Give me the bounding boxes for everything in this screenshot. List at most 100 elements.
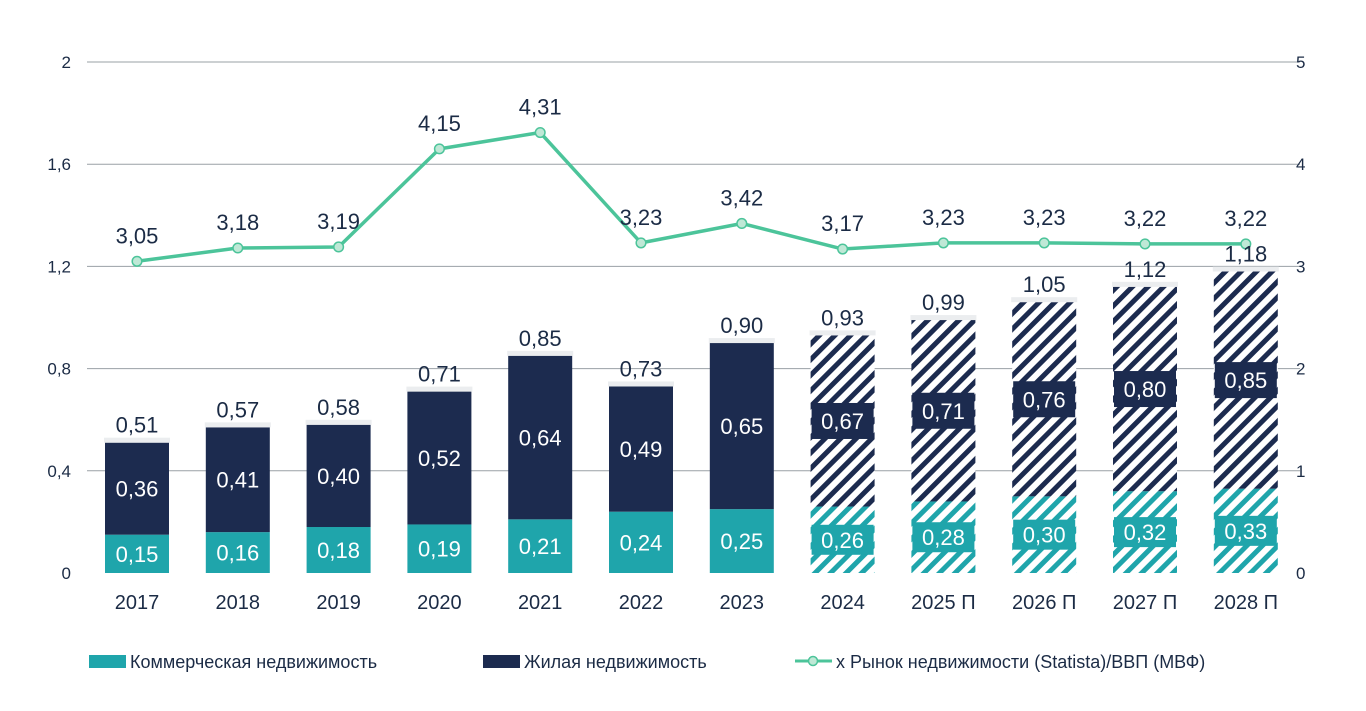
bar-top-shadow	[104, 437, 170, 443]
right-axis: 0 1 2 3 4 5	[1296, 53, 1305, 583]
x-axis-tick-label: 2026 П	[1012, 592, 1076, 614]
data-label-commercial: 0,16	[216, 541, 259, 566]
ratio-point	[1240, 238, 1252, 250]
bar-residential	[709, 343, 774, 510]
label-box-commercial	[1114, 517, 1176, 548]
label-box-residential	[1214, 362, 1277, 399]
bar-top-shadow	[1011, 297, 1078, 303]
right-axis-tick-label: 3	[1296, 257, 1305, 276]
legend: Коммерческая недвижимость Жилая недвижим…	[89, 652, 1205, 672]
right-axis-tick-label: 4	[1296, 155, 1305, 174]
right-axis-tick-label: 0	[1296, 564, 1305, 583]
x-axis-tick-label: 2019	[316, 592, 361, 614]
data-label-ratio: 3,22	[1124, 206, 1167, 231]
data-label-ratio: 3,17	[821, 211, 864, 236]
bar-residential	[609, 386, 673, 512]
x-axis-tick-label: 2024	[820, 592, 865, 614]
left-axis: 0 0,4 0,8 1,2 1,6 2	[47, 53, 71, 583]
data-label-total: 0,58	[317, 395, 360, 420]
left-axis-tick-label: 0,4	[47, 462, 71, 481]
ratio-point	[1038, 237, 1050, 249]
bar-top-shadow	[305, 419, 372, 425]
left-axis-tick-label: 1,2	[47, 257, 71, 276]
ratio-point	[837, 243, 849, 255]
legend-label-ratio: x Рынок недвижимости (Statista)/ВВП (МВФ…	[836, 652, 1205, 672]
left-axis-tick-label: 0,8	[47, 360, 71, 379]
data-label-commercial: 0,21	[519, 534, 562, 559]
data-label-residential: 0,36	[116, 477, 159, 502]
bar-top-shadow	[1112, 281, 1178, 287]
bar-commercial	[205, 532, 270, 573]
label-box-commercial	[1013, 519, 1076, 550]
data-label-ratio: 3,23	[922, 205, 965, 230]
x-axis-tick-label: 2028 П	[1214, 592, 1278, 614]
bar-residential	[105, 442, 169, 535]
data-labels: 0,15 0,36 0,51 0,16 0,41 0,57 0,18 0,40 0,58 0,19…	[116, 242, 1277, 567]
data-label-commercial: 0,30	[1023, 523, 1066, 548]
data-label-commercial: 0,24	[620, 530, 663, 555]
label-box-commercial	[811, 524, 874, 555]
bar-residential	[508, 355, 573, 520]
x-axis-tick-label: 2018	[216, 592, 261, 614]
legend-swatch-commercial	[89, 655, 126, 668]
data-label-commercial: 0,25	[720, 529, 763, 554]
x-axis-tick-label: 2020	[417, 592, 462, 614]
data-label-total: 1,18	[1224, 242, 1267, 267]
data-label-ratio: 3,23	[620, 205, 663, 230]
bar-top-shadow	[1212, 266, 1279, 272]
data-label-residential: 0,40	[317, 464, 360, 489]
data-label-commercial: 0,19	[418, 537, 461, 562]
data-label-ratio: 3,42	[720, 185, 763, 210]
ratio-point	[232, 242, 244, 254]
data-label-total: 1,12	[1124, 257, 1167, 282]
data-label-commercial: 0,18	[317, 538, 360, 563]
left-axis-tick-label: 2	[62, 53, 71, 72]
ratio-point	[736, 217, 748, 230]
bar-commercial	[105, 534, 169, 573]
bar-commercial	[306, 527, 371, 573]
right-axis-tick-label: 2	[1296, 360, 1305, 379]
data-label-commercial: 0,33	[1224, 519, 1267, 544]
bar-top-shadow	[608, 381, 674, 387]
data-label-ratio: 3,19	[317, 209, 360, 234]
ratio-point	[433, 143, 445, 155]
data-label-ratio: 4,15	[418, 111, 461, 136]
bar-top-shadow	[507, 350, 574, 356]
bar-top-shadow	[204, 422, 271, 428]
data-label-total: 0,90	[720, 313, 763, 338]
label-box-commercial	[912, 522, 975, 553]
x-axis-tick-label: 2021	[518, 592, 563, 614]
bar-residential	[205, 427, 270, 533]
data-label-residential: 0,67	[821, 409, 864, 434]
ratio-line: 3,05 3,18 3,19 4,15 4,31 3,23 3,42 3,17 3,23 3,23…	[116, 95, 1267, 267]
x-axis: 2017 2018 2019 2020 2021 2022 2023 2024 2025 П 20…	[115, 592, 1278, 614]
data-label-total: 0,57	[216, 397, 259, 422]
data-label-ratio: 4,31	[519, 95, 562, 120]
bar-top-shadow	[406, 386, 473, 392]
data-label-commercial: 0,32	[1124, 520, 1167, 545]
data-label-commercial: 0,26	[821, 528, 864, 553]
data-label-residential: 0,64	[519, 426, 562, 451]
legend-label-residential: Жилая недвижимость	[524, 652, 707, 672]
left-axis-tick-label: 1,6	[47, 155, 71, 174]
data-label-total: 0,85	[519, 326, 562, 351]
data-label-residential: 0,52	[418, 446, 461, 471]
data-label-residential: 0,80	[1124, 377, 1167, 402]
legend-marker-dot	[807, 655, 819, 667]
bar-commercial	[407, 524, 472, 573]
ratio-point	[131, 255, 143, 267]
data-label-residential: 0,65	[720, 414, 763, 439]
ratio-point	[937, 237, 949, 249]
bars	[104, 266, 1279, 573]
data-label-residential: 0,76	[1023, 387, 1066, 412]
ratio-point	[1139, 238, 1151, 250]
bar-residential	[306, 424, 371, 528]
data-label-total: 1,05	[1023, 272, 1066, 297]
right-axis-tick-label: 1	[1296, 462, 1305, 481]
bar-commercial	[609, 511, 673, 573]
data-label-residential: 0,41	[216, 468, 259, 493]
data-label-residential: 0,85	[1224, 368, 1267, 393]
legend-label-commercial: Коммерческая недвижимость	[130, 652, 377, 672]
bar-commercial	[709, 509, 774, 573]
data-label-residential: 0,49	[620, 437, 663, 462]
